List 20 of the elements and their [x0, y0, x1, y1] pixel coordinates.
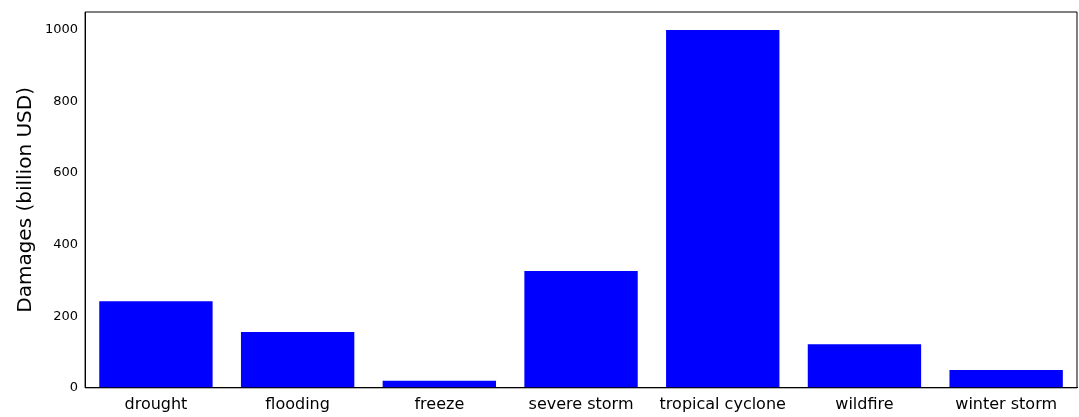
x-tick-label: freeze — [414, 393, 465, 413]
x-tick-label: drought — [124, 393, 188, 413]
bar — [949, 369, 1063, 388]
bar — [807, 344, 922, 388]
y-tick-label: 0 — [69, 379, 79, 395]
y-axis-title: Damages (billion USD) — [12, 87, 37, 313]
y-tick-label: 400 — [53, 236, 79, 252]
bar — [99, 301, 213, 388]
x-tick-label: tropical cyclone — [659, 393, 786, 413]
y-tick-label: 600 — [53, 164, 79, 180]
bar — [240, 331, 355, 388]
bar — [666, 29, 780, 388]
y-tick-label: 800 — [53, 92, 79, 108]
x-tick-label: wildfire — [835, 393, 894, 413]
x-tick-label: severe storm — [528, 393, 634, 413]
x-tick-label: winter storm — [955, 393, 1058, 413]
y-tick-label: 200 — [53, 307, 79, 323]
bar — [524, 271, 638, 388]
y-tick-label: 1000 — [44, 21, 79, 37]
x-tick-label: flooding — [265, 393, 330, 413]
